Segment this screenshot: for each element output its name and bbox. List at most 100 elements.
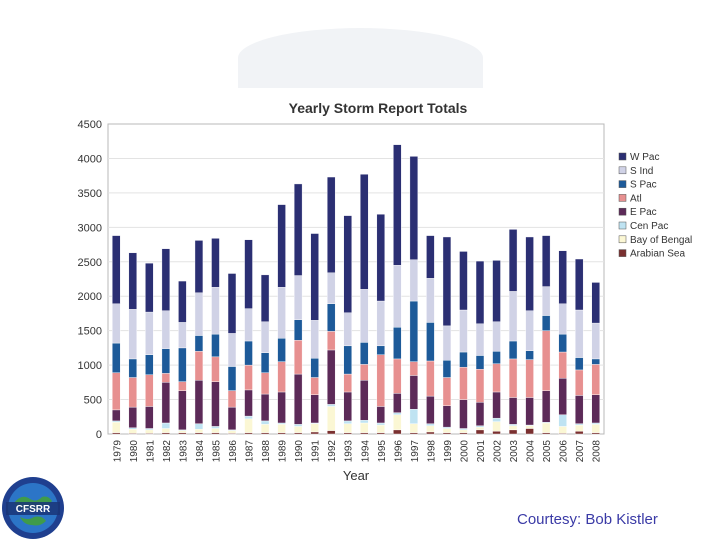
bar-segment [525,236,534,311]
bar-segment [310,423,319,433]
legend-swatch [618,194,627,202]
logo-text: CFSRR [16,504,51,515]
bar-segment [244,364,253,391]
bar-segment [277,361,286,393]
bar-segment [293,275,303,320]
bar-segment [575,309,584,358]
x-tick-label: 1989 [278,440,289,463]
bar-segment [211,426,220,429]
bar-segment [128,377,137,408]
bar-segment [194,428,204,433]
bars [112,144,600,435]
bar-segment [393,412,402,415]
bar-segment [244,418,253,433]
bar-segment [194,240,204,293]
bar-segment [492,351,501,364]
bar-segment [426,235,435,279]
x-tick-label: 1982 [162,440,173,463]
bar-segment [161,310,171,349]
bar-segment [145,354,154,375]
bar-segment [112,432,121,435]
bar-segment [194,292,204,336]
legend-label: S Ind [630,166,653,177]
bar-segment [211,238,220,288]
legend-swatch [618,207,627,216]
x-tick-label: 1998 [426,440,437,463]
bar-segment [310,233,319,321]
bar-segment [360,342,369,365]
y-tick-label: 4000 [78,153,102,165]
bar-segment [128,252,137,310]
bar-segment [260,393,270,422]
bar-segment [442,325,452,361]
bar-segment [128,427,137,430]
bar-segment [492,321,501,352]
bar-segment [525,310,534,351]
x-tick-label: 1994 [360,440,371,463]
bar-segment [194,432,204,435]
bar-segment [128,358,137,378]
bar-segment [178,347,187,382]
bar-segment [293,340,303,375]
bar-segment [525,359,534,398]
y-tick-label: 2500 [78,257,102,269]
bar-segment [591,394,600,424]
bar-segment [327,406,336,431]
bar-segment [161,373,171,383]
bar-segment [327,303,336,332]
bar-segment [393,393,402,413]
bar-segment [575,369,584,396]
x-tick-label: 1984 [195,440,206,463]
bar-segment [128,428,137,434]
bar-segment [178,322,187,349]
bar-segment [244,389,253,417]
bar-segment [260,274,270,322]
x-tick-label: 2006 [559,440,570,463]
credit-text: Courtesy: Bob Kistler [517,511,658,528]
bar-segment [145,374,154,407]
chart-title: Yearly Storm Report Totals [289,100,468,116]
bar-segment [508,229,518,292]
bar-segment [112,422,121,433]
bar-segment [508,429,518,435]
bar-segment [409,156,419,260]
bar-segment [194,351,204,381]
bar-segment [161,248,171,311]
bar-segment [525,425,534,429]
bar-segment [575,431,584,435]
bar-segment [541,286,551,316]
bar-segment [558,303,567,335]
bar-segment [244,239,253,309]
bar-segment [575,258,584,311]
bar-segment [277,338,286,362]
bar-segment [360,420,369,424]
bar-segment [426,423,435,426]
x-tick-label: 2001 [476,440,487,463]
bar-segment [575,357,584,371]
bar-segment [426,425,435,433]
bar-segment [508,424,518,426]
bar-segment [327,404,336,407]
bar-segment [541,432,551,435]
bar-segment [508,358,518,398]
legend-label: W Pac [630,152,659,163]
bar-segment [211,333,220,358]
bar-segment [575,424,584,432]
bar-segment [112,235,121,305]
bar-segment [426,322,435,362]
bar-segment [194,380,204,424]
bar-segment [343,373,352,393]
y-tick-label: 1000 [78,360,102,372]
legend-swatch [618,221,627,230]
x-tick-label: 1979 [112,440,123,463]
x-tick-label: 1999 [443,440,454,463]
bar-segment [475,402,485,426]
x-tick-label: 1987 [245,440,256,463]
x-tick-label: 1980 [129,440,140,463]
y-tick-label: 2000 [78,291,102,303]
bar-segment [426,278,435,323]
bar-segment [227,333,237,367]
bar-segment [360,432,369,435]
bar-segment [459,428,468,431]
bar-segment [376,432,385,435]
